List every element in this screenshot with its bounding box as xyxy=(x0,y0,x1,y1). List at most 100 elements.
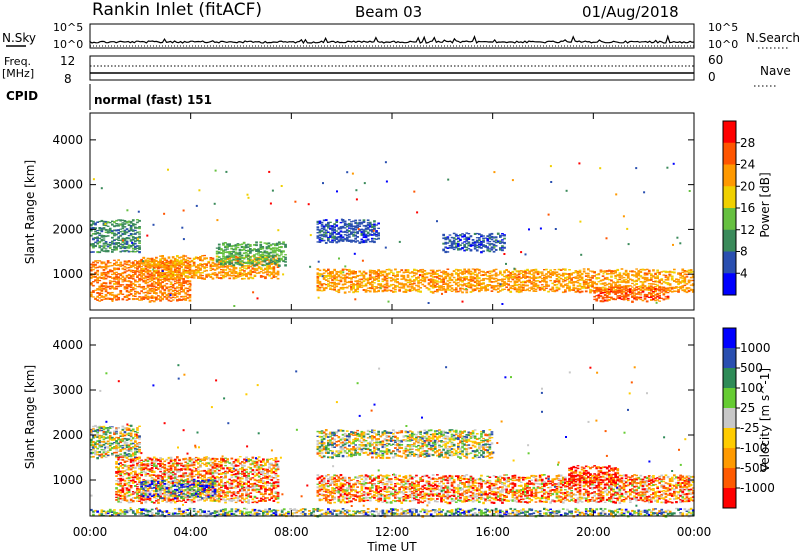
range-gate-cell xyxy=(104,241,108,244)
range-gate-cell xyxy=(601,286,605,289)
range-gate-cell xyxy=(658,295,661,297)
range-gate-cell xyxy=(345,231,349,234)
range-gate-cell xyxy=(259,263,263,265)
nsky-tick-bottom: 10^0 xyxy=(53,38,83,51)
range-gate-cell xyxy=(173,271,177,273)
range-gate-cell xyxy=(121,485,125,488)
range-gate-cell xyxy=(331,270,334,274)
range-gate-cell xyxy=(117,469,120,472)
range-gate-cell xyxy=(656,275,659,278)
range-gate-cell xyxy=(167,486,171,489)
range-gate-cell xyxy=(180,500,183,502)
range-gate-cell xyxy=(144,491,148,494)
range-gate-cell xyxy=(329,274,332,277)
range-gate-cell xyxy=(123,456,127,458)
range-gate-cell xyxy=(385,283,389,286)
range-gate-cell xyxy=(683,276,687,279)
range-gate-cell xyxy=(626,227,629,230)
range-gate-cell xyxy=(410,283,414,286)
range-gate-cell xyxy=(488,279,492,282)
range-gate-cell xyxy=(540,274,544,276)
range-gate-cell xyxy=(134,260,137,262)
range-gate-cell xyxy=(182,238,185,241)
range-gate-cell xyxy=(182,261,185,263)
range-gate-cell xyxy=(385,277,389,280)
range-gate-cell xyxy=(348,285,351,287)
range-gate-cell xyxy=(98,229,102,231)
range-gate-cell xyxy=(343,268,347,270)
range-gate-cell xyxy=(138,236,141,239)
range-gate-cell xyxy=(159,262,162,264)
range-gate-cell xyxy=(165,271,169,274)
range-gate-cell xyxy=(165,263,169,265)
range-gate-cell xyxy=(366,219,370,222)
range-gate-cell xyxy=(494,249,498,251)
range-gate-cell xyxy=(146,269,150,272)
range-gate-cell xyxy=(354,231,357,234)
range-gate-cell xyxy=(165,497,169,500)
range-gate-cell xyxy=(138,500,141,502)
range-gate-cell xyxy=(176,262,179,265)
range-gate-cell xyxy=(115,282,118,285)
range-gate-cell xyxy=(419,290,422,293)
range-gate-cell xyxy=(106,243,110,245)
range-gate-cell xyxy=(240,249,244,251)
range-gate-cell xyxy=(631,296,634,298)
range-gate-cell xyxy=(647,283,651,285)
range-gate-cell xyxy=(201,255,204,257)
range-gate-cell xyxy=(469,291,473,293)
range-gate-cell xyxy=(368,223,372,225)
range-gate-cell xyxy=(129,434,133,437)
range-gate-cell xyxy=(446,237,450,240)
range-gate-cell xyxy=(540,284,544,286)
range-gate-cell xyxy=(180,256,183,258)
range-gate-cell xyxy=(517,275,521,279)
range-gate-cell xyxy=(119,223,123,226)
range-gate-cell xyxy=(587,276,590,278)
range-gate-cell xyxy=(199,492,202,496)
range-gate-cell xyxy=(207,260,211,263)
range-gate-cell xyxy=(121,455,125,458)
range-gate-cell xyxy=(104,290,108,293)
range-gate-cell xyxy=(354,276,357,279)
range-gate-cell xyxy=(557,273,561,275)
range-gate-cell xyxy=(373,240,376,244)
range-gate-cell xyxy=(559,285,563,287)
range-gate-cell xyxy=(157,475,160,478)
range-gate-cell xyxy=(123,271,127,274)
cpid-value: normal (fast) 151 xyxy=(94,93,212,107)
power-frame xyxy=(89,112,695,311)
range-gate-cell xyxy=(643,288,647,291)
range-gate-cell xyxy=(171,293,175,296)
range-gate-cell xyxy=(96,451,99,453)
range-gate-cell xyxy=(335,224,339,227)
range-gate-cell xyxy=(381,278,385,281)
range-gate-cell xyxy=(540,272,544,275)
range-gate-cell xyxy=(629,288,632,291)
range-gate-cell xyxy=(639,296,643,299)
range-gate-cell xyxy=(647,269,651,272)
range-gate-cell xyxy=(136,250,139,252)
range-gate-cell xyxy=(564,268,567,271)
range-gate-cell xyxy=(180,462,183,465)
range-gate-cell xyxy=(201,478,204,480)
range-gate-cell xyxy=(442,283,445,285)
range-gate-cell xyxy=(392,290,395,293)
range-gate-cell xyxy=(161,262,164,265)
range-gate-cell xyxy=(155,278,158,280)
range-gate-cell xyxy=(375,235,378,237)
range-gate-cell xyxy=(136,298,139,300)
range-gate-cell xyxy=(188,286,192,288)
range-gate-cell xyxy=(553,272,557,275)
range-gate-cell xyxy=(599,291,603,293)
range-gate-cell xyxy=(146,463,150,466)
range-gate-cell xyxy=(98,266,102,268)
range-gate-cell xyxy=(247,196,250,199)
range-gate-cell xyxy=(169,482,173,485)
range-gate-cell xyxy=(246,249,250,252)
range-gate-cell xyxy=(136,488,139,491)
range-gate-cell xyxy=(647,292,651,295)
range-gate-cell xyxy=(163,263,167,266)
range-gate-cell xyxy=(134,471,137,474)
range-gate-cell xyxy=(134,466,137,469)
